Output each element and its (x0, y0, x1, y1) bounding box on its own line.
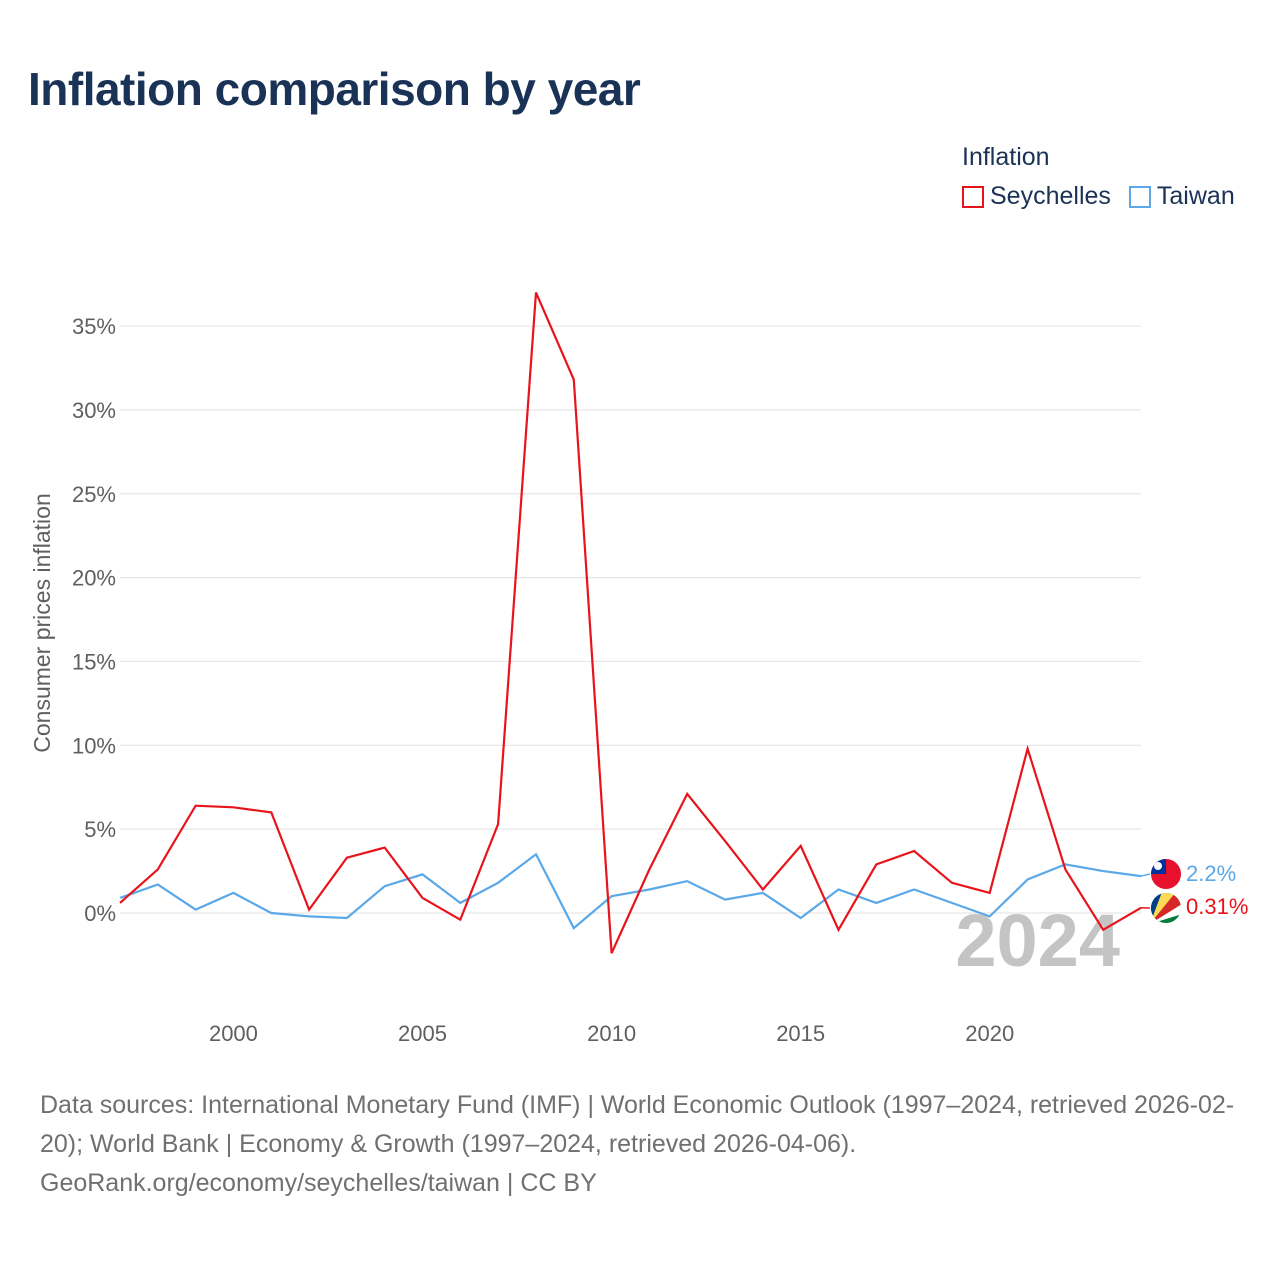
y-tick-label: 10% (72, 733, 116, 758)
chart-title: Inflation comparison by year (28, 63, 641, 115)
x-tick-label: 2005 (398, 1021, 447, 1046)
legend-swatch-seychelles (962, 185, 984, 208)
x-tick-label: 2010 (587, 1021, 636, 1046)
attribution-link[interactable]: GeoRank.org/economy/seychelles/taiwan | … (40, 1169, 597, 1197)
y-tick-label: 0% (84, 901, 116, 926)
gridlines (120, 325, 1141, 914)
x-axis-ticks: 2000 2005 2010 2015 2020 (209, 1021, 1014, 1046)
legend-label-seychelles: Seychelles (990, 182, 1111, 210)
x-tick-label: 2020 (965, 1021, 1014, 1046)
y-tick-label: 35% (72, 314, 116, 339)
y-axis-ticks: 0% 5% 10% 15% 20% 25% 30% 35% (72, 314, 116, 926)
seychelles-flag-icon (1151, 893, 1181, 923)
year-watermark: 2024 (955, 899, 1120, 982)
y-tick-label: 25% (72, 482, 116, 507)
series-line-seychelles (119, 292, 1142, 954)
y-axis-label: Consumer prices inflation (29, 493, 55, 753)
taiwan-end-label: 2.2% (1186, 861, 1236, 886)
series-lines (119, 292, 1151, 954)
data-sources-text: Data sources: International Monetary Fun… (40, 1091, 1235, 1158)
end-connector-taiwan (1140, 873, 1151, 877)
legend: Inflation Seychelles Taiwan (962, 143, 1235, 211)
y-tick-label: 15% (72, 649, 116, 674)
legend-item-seychelles[interactable]: Seychelles (962, 182, 1111, 211)
legend-label-taiwan: Taiwan (1156, 182, 1235, 210)
legend-title: Inflation (962, 143, 1050, 171)
end-markers: 2.2% 0.31% (1151, 859, 1248, 923)
x-tick-label: 2015 (776, 1021, 825, 1046)
legend-swatch-taiwan (1128, 185, 1151, 208)
y-tick-label: 30% (72, 398, 116, 423)
seychelles-end-label: 0.31% (1186, 894, 1248, 919)
taiwan-flag-icon (1151, 859, 1181, 889)
y-tick-label: 20% (72, 566, 116, 591)
y-tick-label: 5% (84, 817, 116, 842)
x-tick-label: 2000 (209, 1021, 258, 1046)
footer: Data sources: International Monetary Fun… (40, 1086, 1250, 1203)
series-line-taiwan (119, 852, 1142, 930)
legend-item-taiwan[interactable]: Taiwan (1128, 182, 1235, 211)
legend-items: Seychelles Taiwan (962, 182, 1235, 211)
